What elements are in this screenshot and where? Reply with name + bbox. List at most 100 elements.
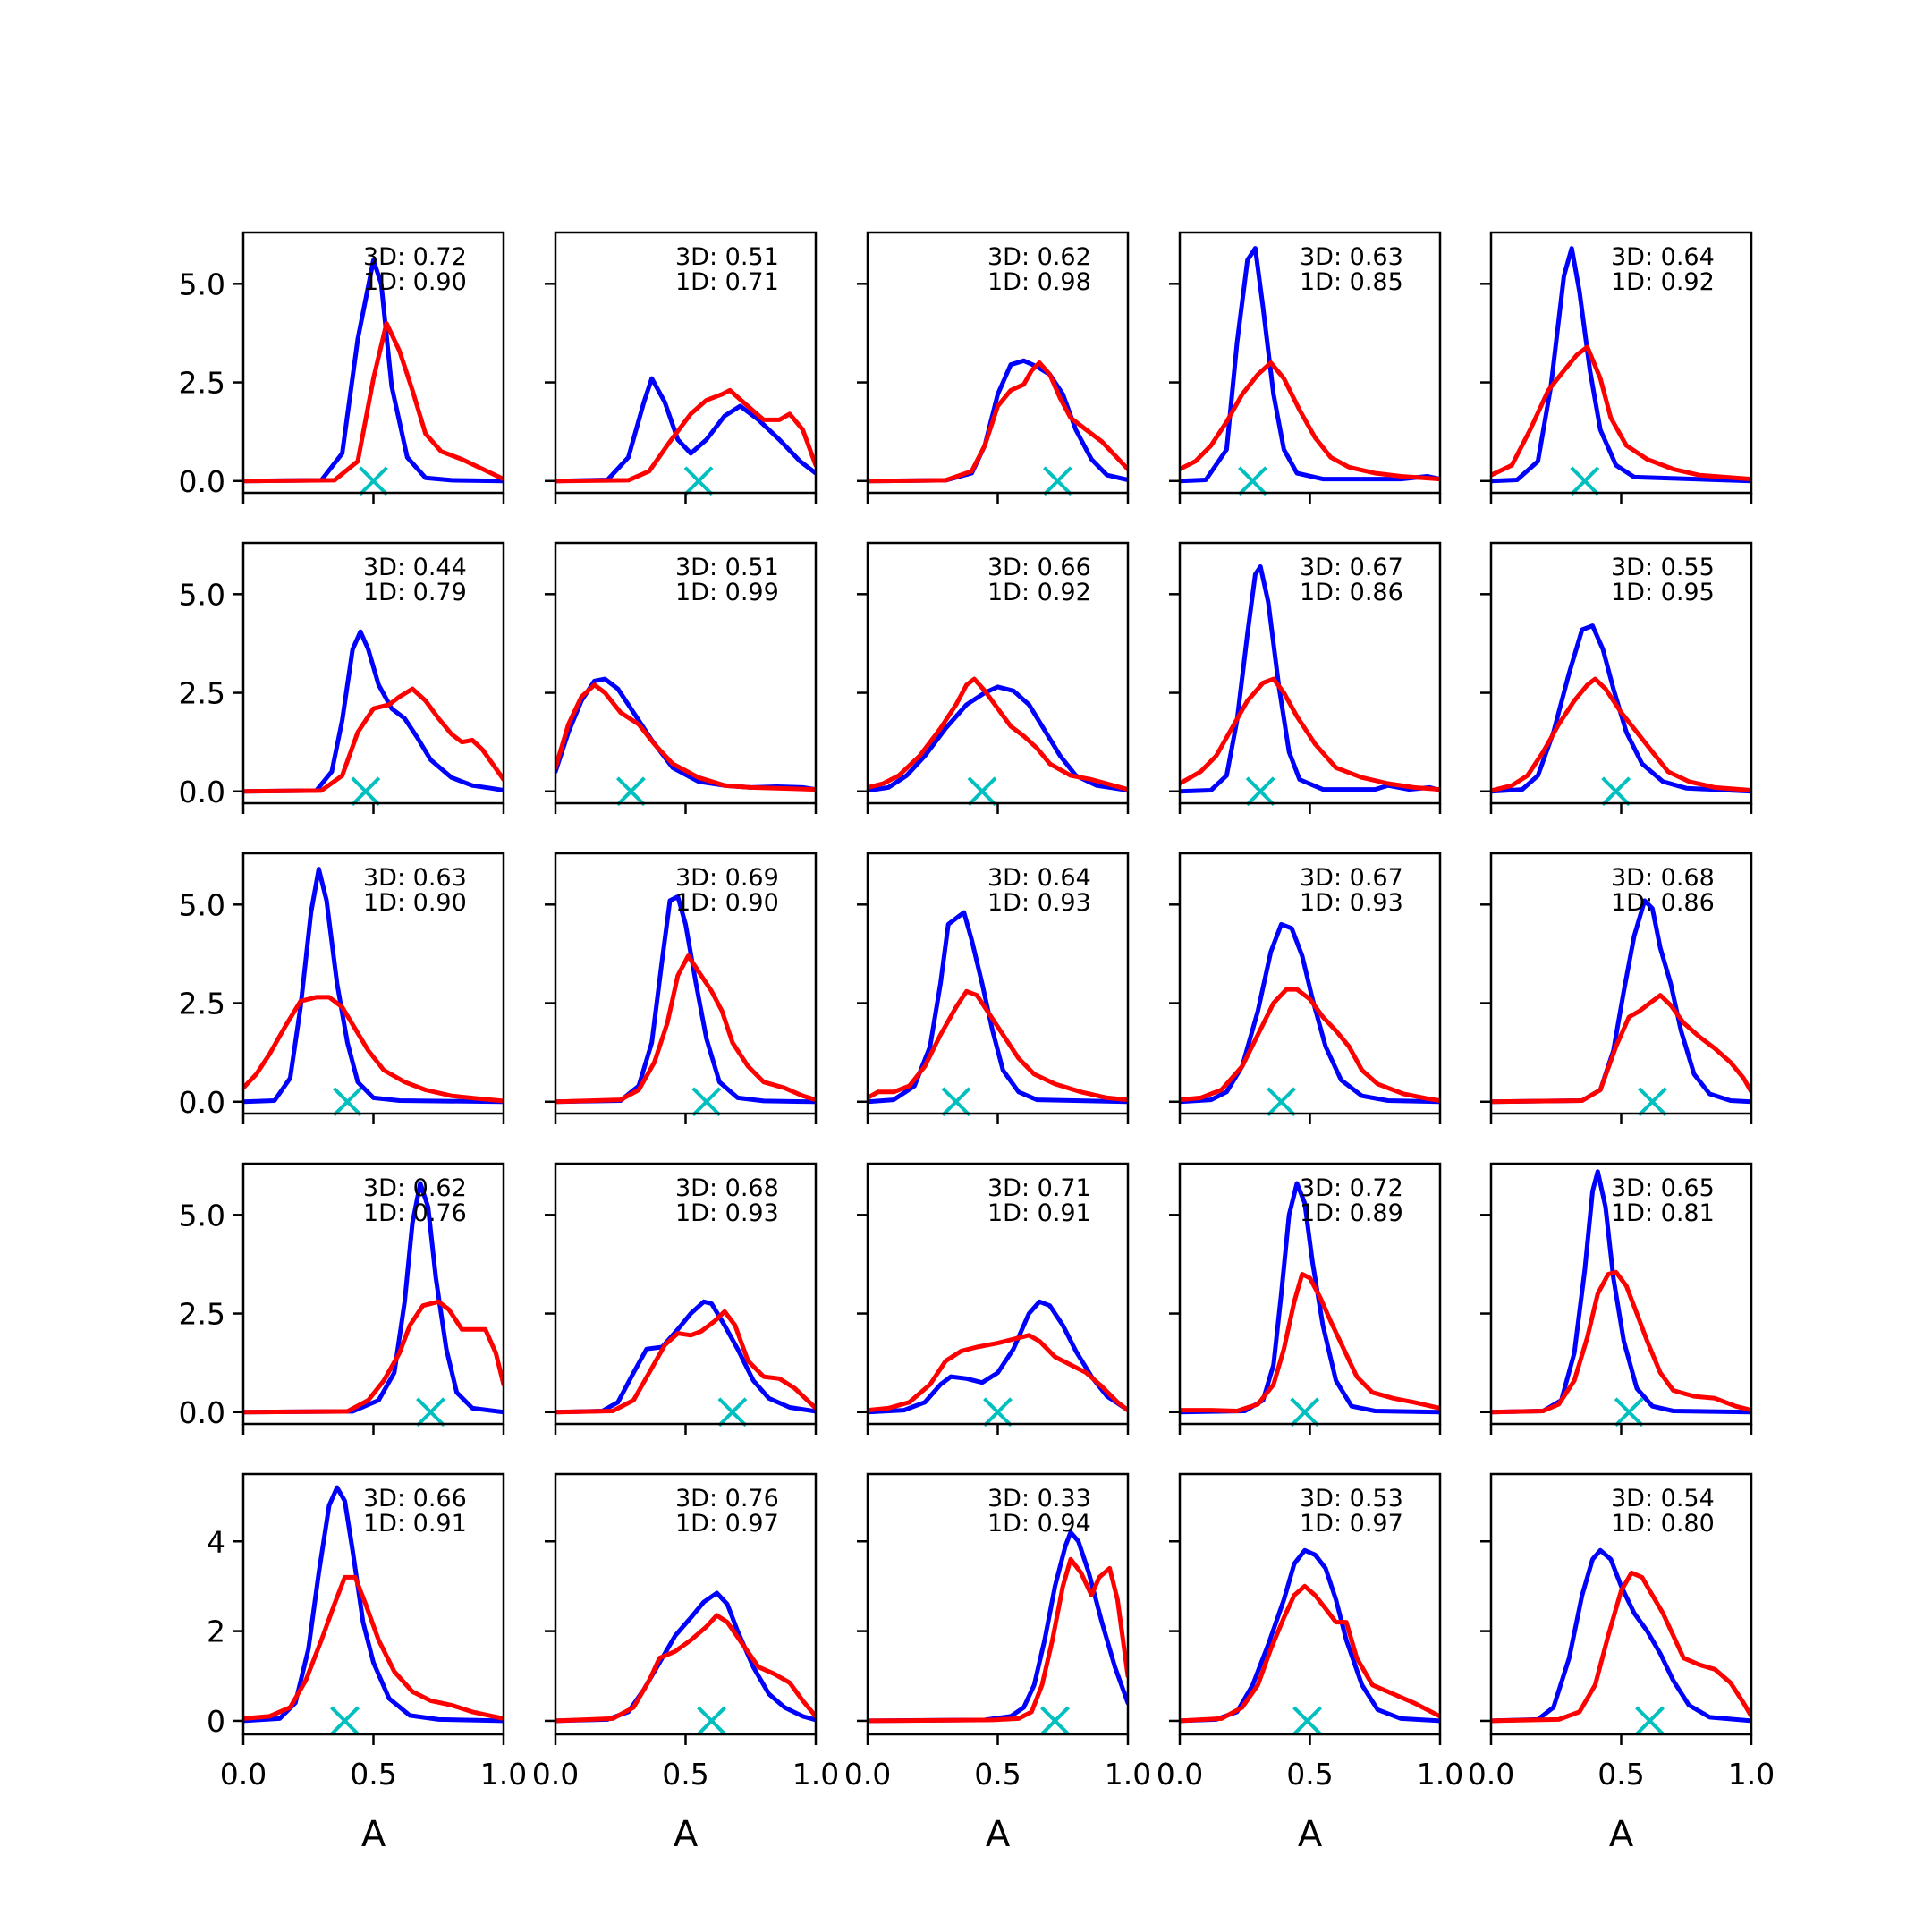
red-density-curve: [555, 953, 816, 1105]
x-marker-stroke: [691, 1087, 722, 1117]
red-density-curve: [1491, 344, 1751, 482]
blue-density-curve: [1180, 921, 1440, 1105]
x-marker: [697, 1706, 727, 1736]
blue-density-curve: [1491, 1547, 1751, 1724]
x-marker: [1043, 466, 1072, 496]
y-tick-label: 2.5: [179, 676, 225, 711]
x-marker-stroke: [967, 776, 997, 807]
score-annotation: 1D: 0.97: [1300, 1510, 1403, 1538]
blue-density-curve: [243, 258, 504, 484]
score-annotation: 3D: 0.66: [987, 554, 1091, 581]
score-annotation: 1D: 0.86: [1300, 579, 1403, 606]
x-marker-stroke: [683, 466, 714, 496]
score-annotation: 1D: 0.95: [1611, 579, 1715, 606]
score-annotation: 3D: 0.33: [987, 1485, 1091, 1513]
x-marker: [691, 1087, 722, 1117]
x-marker-stroke: [1245, 776, 1275, 807]
blue-density-curve: [555, 894, 816, 1105]
x-tick-label: 1.0: [1417, 1757, 1463, 1792]
red-density-curve: [243, 686, 504, 794]
x-marker-stroke: [615, 776, 646, 807]
y-tick-label: 0: [207, 1704, 225, 1739]
x-tick-label: 0.0: [844, 1757, 891, 1792]
score-annotation: 3D: 0.66: [363, 1485, 467, 1513]
red-density-curve: [243, 1299, 504, 1415]
score-annotation: 1D: 0.98: [987, 268, 1091, 296]
score-annotation: 3D: 0.51: [675, 554, 779, 581]
red-density-curve: [868, 360, 1128, 484]
x-marker: [1238, 466, 1267, 496]
red-density-curve: [243, 320, 504, 484]
x-tick-label: 0.0: [1468, 1757, 1514, 1792]
blue-density-curve: [555, 376, 816, 484]
score-annotation: 1D: 0.93: [675, 1199, 779, 1227]
score-annotation: 3D: 0.67: [1300, 554, 1403, 581]
x-marker-stroke: [1570, 466, 1600, 496]
score-annotation: 1D: 0.90: [363, 889, 467, 917]
score-annotation: 1D: 0.86: [1611, 889, 1715, 917]
score-annotation: 3D: 0.44: [363, 554, 467, 581]
y-tick-label: 0.0: [179, 775, 225, 809]
score-annotation: 3D: 0.54: [1611, 1485, 1715, 1513]
x-marker-stroke: [1238, 466, 1267, 496]
x-marker-stroke: [941, 1087, 971, 1117]
x-marker-stroke: [1290, 1397, 1320, 1428]
y-tick-label: 2.5: [179, 366, 225, 401]
blue-density-curve: [243, 867, 504, 1105]
red-density-curve: [1180, 1272, 1440, 1413]
x-marker-stroke: [1614, 1397, 1644, 1428]
score-annotation: 3D: 0.64: [987, 864, 1091, 892]
score-annotation: 1D: 0.81: [1611, 1199, 1715, 1227]
score-annotation: 1D: 0.80: [1611, 1510, 1715, 1538]
red-density-curve: [1180, 676, 1440, 792]
score-annotation: 3D: 0.76: [675, 1485, 779, 1513]
blue-density-curve: [868, 684, 1128, 793]
x-tick-label: 0.0: [220, 1757, 267, 1792]
red-density-curve: [555, 682, 816, 792]
x-marker-stroke: [983, 1397, 1013, 1428]
x-marker: [1292, 1706, 1323, 1736]
x-tick-label: 1.0: [1105, 1757, 1151, 1792]
y-tick-label: 0.0: [179, 1085, 225, 1120]
x-marker: [351, 776, 381, 807]
x-marker-stroke: [717, 1397, 748, 1428]
x-marker: [1290, 1397, 1320, 1428]
red-density-curve: [1491, 676, 1751, 793]
score-annotation: 1D: 0.91: [363, 1510, 467, 1538]
score-annotation: 3D: 0.63: [363, 864, 467, 892]
x-marker-stroke: [1292, 1706, 1323, 1736]
score-annotation: 1D: 0.79: [363, 579, 467, 606]
score-annotation: 1D: 0.90: [363, 268, 467, 296]
x-marker: [615, 776, 646, 807]
x-marker-stroke: [1635, 1706, 1665, 1736]
score-annotation: 1D: 0.99: [675, 579, 779, 606]
score-annotation: 3D: 0.68: [1611, 864, 1715, 892]
red-density-curve: [868, 1556, 1128, 1724]
x-marker: [683, 466, 714, 496]
score-annotation: 3D: 0.62: [363, 1174, 467, 1202]
red-density-curve: [1491, 1570, 1751, 1724]
blue-density-curve: [1180, 246, 1440, 484]
blue-density-curve: [243, 1181, 504, 1415]
blue-density-curve: [1491, 623, 1751, 794]
y-tick-label: 5.0: [179, 887, 225, 922]
x-marker: [1245, 776, 1275, 807]
x-marker-stroke: [330, 1706, 360, 1736]
x-marker-stroke: [332, 1087, 362, 1117]
score-annotation: 3D: 0.72: [1300, 1174, 1403, 1202]
score-annotation: 3D: 0.64: [1611, 243, 1715, 271]
y-tick-label: 4: [207, 1524, 225, 1559]
